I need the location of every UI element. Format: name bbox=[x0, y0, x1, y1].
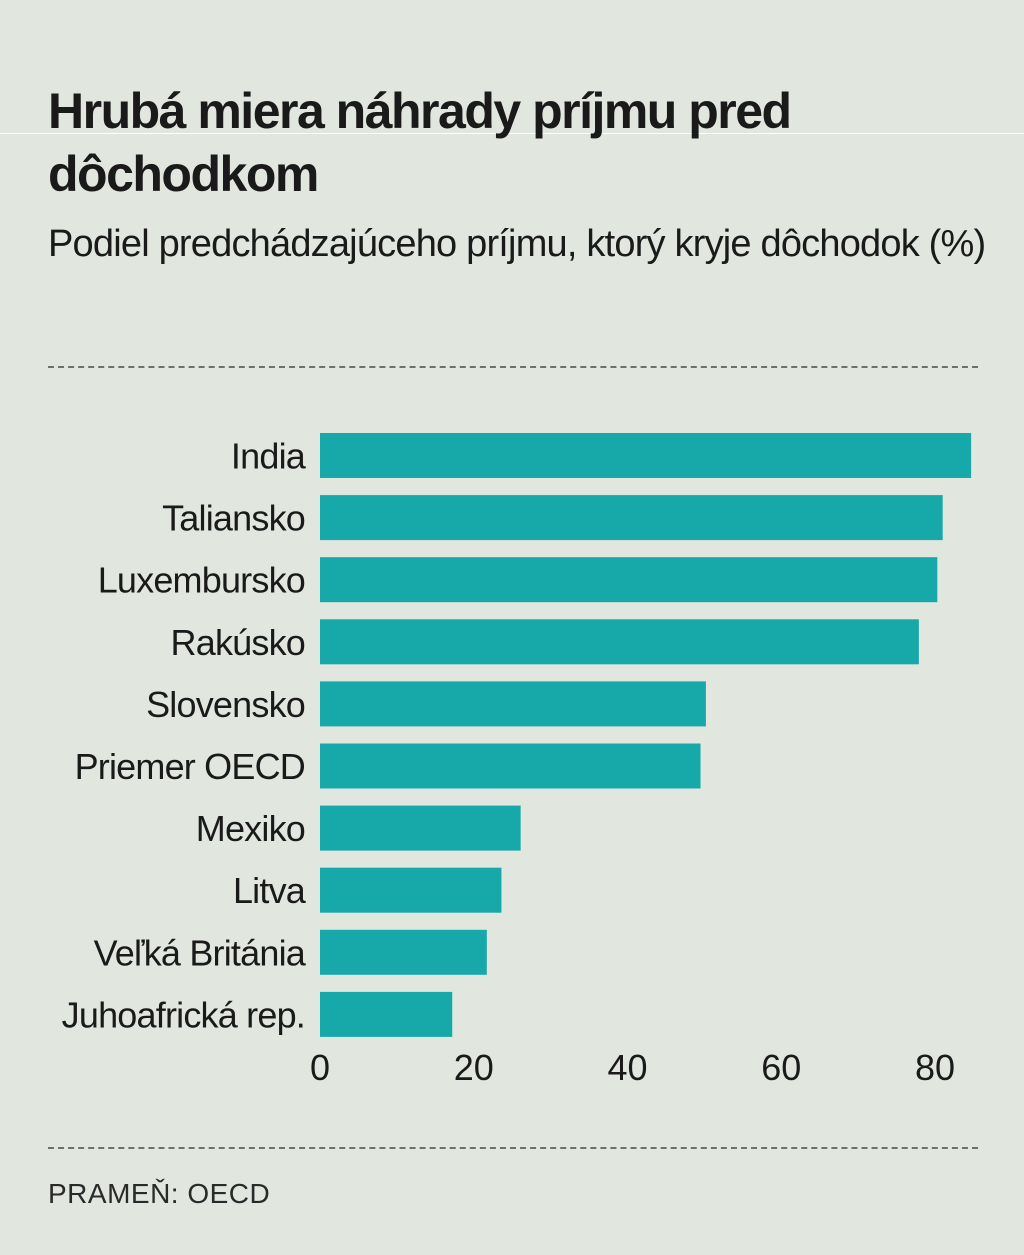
bar-7 bbox=[320, 867, 502, 913]
category-label-4: Slovensko bbox=[146, 684, 305, 725]
bar-6 bbox=[320, 805, 521, 851]
category-label-8: Veľká Británia bbox=[94, 932, 307, 973]
source-note: PRAMEŇ: OECD bbox=[48, 1178, 271, 1209]
category-label-6: Mexiko bbox=[196, 808, 305, 849]
bar-4 bbox=[320, 681, 706, 727]
bottom-dashed-divider bbox=[48, 1147, 978, 1149]
category-label-0: India bbox=[231, 436, 307, 477]
bar-0 bbox=[320, 433, 972, 478]
chart-subtitle: Podiel predchádzajúceho príjmu, ktorý kr… bbox=[48, 223, 986, 265]
category-label-9: Juhoafrická rep. bbox=[62, 994, 305, 1035]
category-label-5: Priemer OECD bbox=[75, 746, 305, 787]
bar-3 bbox=[320, 619, 919, 665]
x-tick-label-0: 0 bbox=[310, 1047, 330, 1088]
bar-2 bbox=[320, 557, 938, 603]
category-label-7: Litva bbox=[233, 870, 307, 911]
bar-1 bbox=[320, 495, 943, 541]
x-tick-label-3: 60 bbox=[761, 1047, 801, 1088]
header-divider bbox=[0, 133, 1024, 134]
x-tick-label-2: 40 bbox=[607, 1047, 647, 1088]
category-label-2: Luxembursko bbox=[98, 560, 305, 601]
bar-9 bbox=[320, 991, 453, 1037]
bar-chart: India Taliansko Luxembursko Rakúsko Slovensk… bbox=[62, 433, 972, 1088]
top-dashed-divider bbox=[48, 366, 978, 368]
x-tick-label-4: 80 bbox=[915, 1047, 955, 1088]
chart-title: Hrubá miera náhrady príjmu pred dôchodko… bbox=[48, 83, 792, 202]
bar-8 bbox=[320, 929, 487, 975]
x-tick-label-1: 20 bbox=[454, 1047, 494, 1088]
category-label-1: Taliansko bbox=[162, 498, 305, 539]
bar-5 bbox=[320, 743, 701, 789]
category-label-3: Rakúsko bbox=[171, 622, 305, 663]
